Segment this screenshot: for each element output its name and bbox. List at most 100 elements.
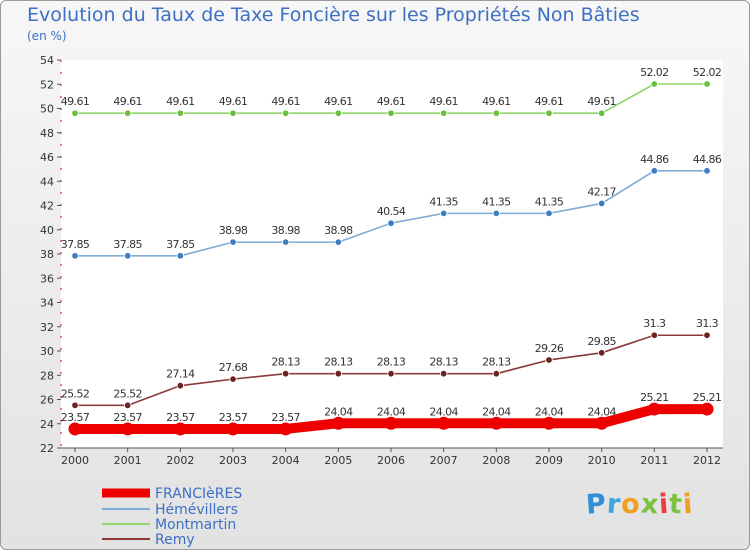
x-tick-label: 2002 xyxy=(166,454,194,467)
x-tick-label: 2008 xyxy=(482,454,510,467)
data-label: 25.52 xyxy=(61,387,90,400)
data-label: 31.3 xyxy=(643,317,666,330)
data-point[interactable] xyxy=(437,416,451,430)
data-point[interactable] xyxy=(229,109,237,117)
data-label: 52.02 xyxy=(693,66,722,79)
x-tick-label: 2012 xyxy=(693,454,721,467)
data-label: 49.61 xyxy=(219,95,248,108)
data-point[interactable] xyxy=(176,109,185,117)
data-point[interactable] xyxy=(542,416,556,430)
data-point[interactable] xyxy=(545,356,553,364)
data-label: 41.35 xyxy=(429,195,458,208)
data-point[interactable] xyxy=(173,422,187,436)
data-point[interactable] xyxy=(597,349,606,357)
x-tick-label: 2001 xyxy=(114,454,142,467)
data-point[interactable] xyxy=(387,369,395,378)
data-point[interactable] xyxy=(439,209,448,218)
data-point[interactable] xyxy=(545,109,553,117)
data-point[interactable] xyxy=(492,209,501,218)
x-tick-label: 2011 xyxy=(640,454,668,467)
data-label: 49.61 xyxy=(482,95,511,108)
data-point[interactable] xyxy=(492,109,501,117)
data-point[interactable] xyxy=(647,402,661,416)
plot-area xyxy=(61,60,723,448)
data-point[interactable] xyxy=(334,369,343,378)
data-point[interactable] xyxy=(281,369,290,378)
data-point[interactable] xyxy=(597,199,606,208)
data-point[interactable] xyxy=(650,331,659,339)
data-label: 27.14 xyxy=(166,368,195,381)
data-point[interactable] xyxy=(439,109,448,117)
logo-letter: x xyxy=(639,488,661,521)
data-label: 24.04 xyxy=(482,405,511,418)
data-point[interactable] xyxy=(71,109,79,117)
data-point[interactable] xyxy=(123,252,132,260)
data-point[interactable] xyxy=(703,80,711,88)
data-label: 41.35 xyxy=(482,195,511,208)
y-tick-label: 28 xyxy=(40,369,54,382)
data-point[interactable] xyxy=(703,167,711,175)
data-point[interactable] xyxy=(545,209,553,218)
legend-label: Montmartin xyxy=(155,517,236,533)
data-point[interactable] xyxy=(489,416,503,430)
data-point[interactable] xyxy=(281,109,290,117)
x-tick-label: 2006 xyxy=(377,454,405,467)
data-point[interactable] xyxy=(334,238,343,246)
data-label: 23.57 xyxy=(61,411,90,424)
x-tick-label: 2010 xyxy=(588,454,616,467)
y-tick-label: 34 xyxy=(40,297,54,310)
data-point[interactable] xyxy=(226,422,240,436)
x-tick-label: 2004 xyxy=(272,454,300,467)
data-point[interactable] xyxy=(650,80,659,88)
data-label: 49.61 xyxy=(587,95,616,108)
data-label: 49.61 xyxy=(166,95,195,108)
data-label: 49.61 xyxy=(377,95,406,108)
y-tick-label: 22 xyxy=(40,442,54,455)
data-point[interactable] xyxy=(387,109,395,117)
data-point[interactable] xyxy=(384,416,398,430)
data-label: 24.04 xyxy=(377,405,406,418)
data-point[interactable] xyxy=(71,252,79,260)
data-point[interactable] xyxy=(229,375,237,383)
data-point[interactable] xyxy=(123,109,132,117)
data-point[interactable] xyxy=(650,167,659,175)
data-point[interactable] xyxy=(279,422,293,436)
data-point[interactable] xyxy=(334,109,343,117)
y-tick-label: 44 xyxy=(40,175,54,188)
y-tick-label: 54 xyxy=(40,54,54,67)
data-label: 49.61 xyxy=(429,95,458,108)
data-point[interactable] xyxy=(176,252,185,260)
data-point[interactable] xyxy=(229,238,237,246)
data-point[interactable] xyxy=(703,331,711,339)
x-tick-label: 2000 xyxy=(61,454,89,467)
data-point[interactable] xyxy=(331,416,345,430)
data-point[interactable] xyxy=(700,402,714,416)
data-point[interactable] xyxy=(71,401,79,410)
legend-label: Remy xyxy=(155,532,195,548)
y-tick-label: 48 xyxy=(40,127,54,140)
logo-letter: P xyxy=(584,488,608,521)
data-label: 28.13 xyxy=(324,356,353,369)
data-point[interactable] xyxy=(595,416,609,430)
data-label: 28.13 xyxy=(482,356,511,369)
data-label: 40.54 xyxy=(377,205,406,218)
proxiti-logo[interactable]: Proxiti xyxy=(584,488,695,521)
data-point[interactable] xyxy=(439,369,448,378)
x-tick-label: 2005 xyxy=(324,454,352,467)
y-tick-label: 38 xyxy=(40,248,54,261)
data-point[interactable] xyxy=(123,401,132,410)
data-label: 37.85 xyxy=(61,238,90,251)
data-point[interactable] xyxy=(281,238,290,246)
data-label: 29.26 xyxy=(535,342,564,355)
y-tick-label: 52 xyxy=(40,78,54,91)
data-label: 29.85 xyxy=(587,335,616,348)
data-point[interactable] xyxy=(176,381,185,390)
data-point[interactable] xyxy=(492,369,501,378)
data-label: 23.57 xyxy=(219,411,248,424)
data-point[interactable] xyxy=(68,422,82,436)
data-point[interactable] xyxy=(597,109,606,117)
data-point[interactable] xyxy=(121,422,135,436)
data-label: 38.98 xyxy=(324,224,353,237)
data-point[interactable] xyxy=(387,219,395,227)
